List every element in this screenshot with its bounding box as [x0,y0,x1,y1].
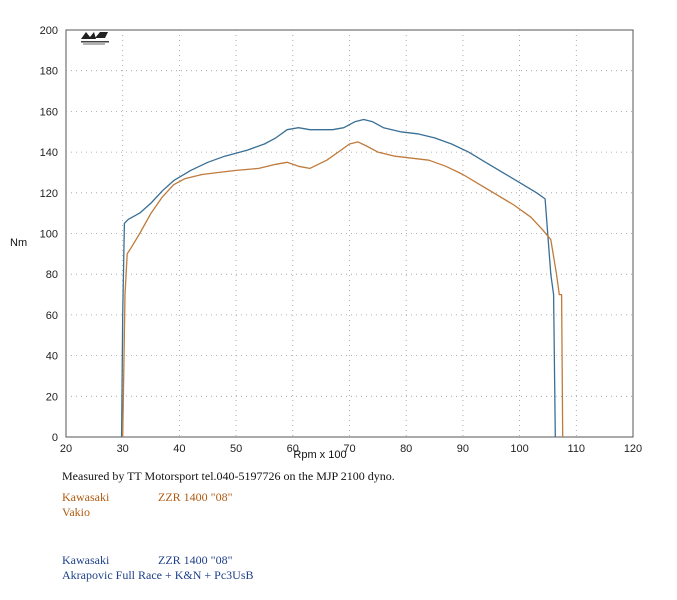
legend-stock: Kawasaki ZZR 1400 "08" Vakio [62,490,232,520]
legend-tuned-model: ZZR 1400 "08" [158,553,233,567]
x-axis-label: Rpm x 100 [293,449,346,461]
y-tick-label: 0 [52,432,58,444]
legend-tuned-make: Kawasaki [62,553,110,567]
y-tick-label: 160 [40,106,58,118]
legend-tuned-config: Akrapovic Full Race + K&N + Pc3UsB [62,568,254,582]
x-tick-label: 60 [287,443,299,455]
series-line-stock [122,141,564,438]
y-axis-label: Nm [10,237,27,249]
x-ticks: 20 30 40 50 60 70 80 90 100 110 120 [60,443,642,455]
y-tick-label: 100 [40,229,58,241]
x-tick-label: 90 [457,443,469,455]
y-tick-label: 200 [40,25,58,37]
x-tick-label: 70 [343,443,355,455]
series-group [120,118,564,438]
plot-area [65,29,634,438]
x-tick-label: 30 [117,443,129,455]
x-tick-label: 80 [400,443,412,455]
legend-stock-make: Kawasaki [62,490,110,504]
x-tick-label: 20 [60,443,72,455]
x-tick-label: 40 [173,443,185,455]
x-tick-label: 120 [624,443,642,455]
x-tick-label: 110 [568,443,586,455]
y-tick-label: 40 [46,351,58,363]
y-tick-label: 20 [46,391,58,403]
series-line-tuned [120,118,556,438]
mjp-logo [81,32,109,45]
legend-stock-config: Vakio [62,505,90,519]
legend-stock-model: ZZR 1400 "08" [158,490,233,504]
legend-tuned: Kawasaki ZZR 1400 "08" Akrapovic Full Rac… [62,553,254,583]
y-tick-label: 60 [46,310,58,322]
y-tick-label: 180 [40,66,58,78]
y-tick-label: 80 [46,269,58,281]
x-tick-label: 50 [230,443,242,455]
y-tick-label: 140 [40,147,58,159]
y-tick-label: 120 [40,188,58,200]
x-tick-label: 100 [510,443,528,455]
y-ticks: 0 20 40 60 80 100 120 140 160 180 200 [40,25,58,444]
measurement-caption: Measured by TT Motorsport tel.040-519772… [62,469,395,483]
